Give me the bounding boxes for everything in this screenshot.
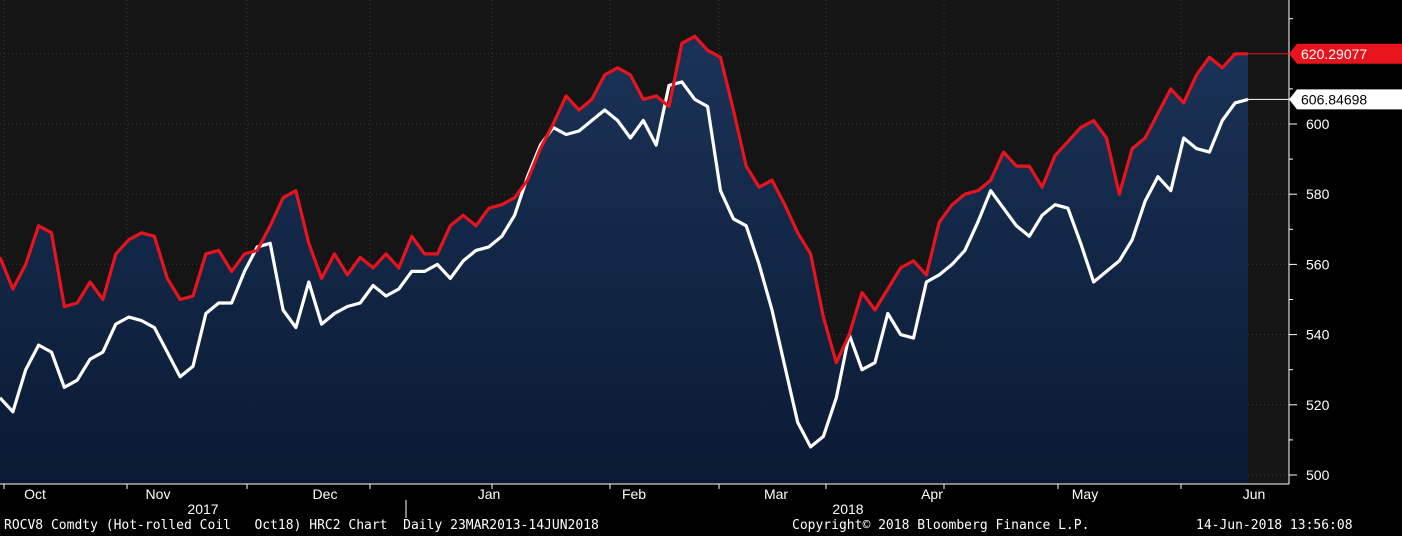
- y-tick-label: 520: [1306, 397, 1330, 413]
- x-year-label: 2017: [187, 501, 218, 517]
- x-month-label: Oct: [24, 486, 46, 502]
- footer-ticker: ROCV8 Comdty (Hot-rolled Coil Oct18) HRC…: [4, 518, 599, 533]
- series-line-white: [0, 80, 1249, 449]
- last-value-tags: 620.29077 606.84698: [1248, 43, 1402, 110]
- footer-copyright: Copyright© 2018 Bloomberg Finance L.P.: [792, 518, 1090, 533]
- x-month-label: Jan: [478, 486, 501, 502]
- y-tick-label: 600: [1306, 116, 1330, 132]
- last-value-label: 606.84698: [1301, 91, 1367, 107]
- area-fill: [0, 36, 1248, 485]
- series-lines: [0, 34, 1249, 449]
- x-month-label: Feb: [622, 486, 646, 502]
- x-year-label: 2018: [832, 501, 863, 517]
- y-tick-label: 500: [1306, 467, 1330, 483]
- x-month-label: Nov: [146, 486, 171, 502]
- y-tick-label: 580: [1306, 186, 1330, 202]
- x-month-label: Jun: [1243, 486, 1266, 502]
- last-value-tag: [1289, 43, 1402, 64]
- x-month-label: Mar: [764, 486, 788, 502]
- x-month-label: May: [1072, 486, 1098, 502]
- y-tick-label: 560: [1306, 256, 1330, 272]
- y-tick-label: 540: [1306, 327, 1330, 343]
- y-axis: 500 520 540 560 580 600: [1289, 18, 1330, 483]
- x-month-label: Dec: [313, 486, 338, 502]
- footer-timestamp: 14-Jun-2018 13:56:08: [1196, 518, 1353, 533]
- chart-footer: ROCV8 Comdty (Hot-rolled Coil Oct18) HRC…: [4, 518, 1400, 536]
- series-line-red: [0, 34, 1248, 365]
- last-value-tag: [1289, 89, 1402, 110]
- last-value-label: 620.29077: [1301, 46, 1367, 62]
- x-axis: Oct Nov Dec Jan Feb Mar Apr May Jun 2017 2018: [3, 484, 1266, 518]
- x-month-label: Apr: [921, 486, 943, 502]
